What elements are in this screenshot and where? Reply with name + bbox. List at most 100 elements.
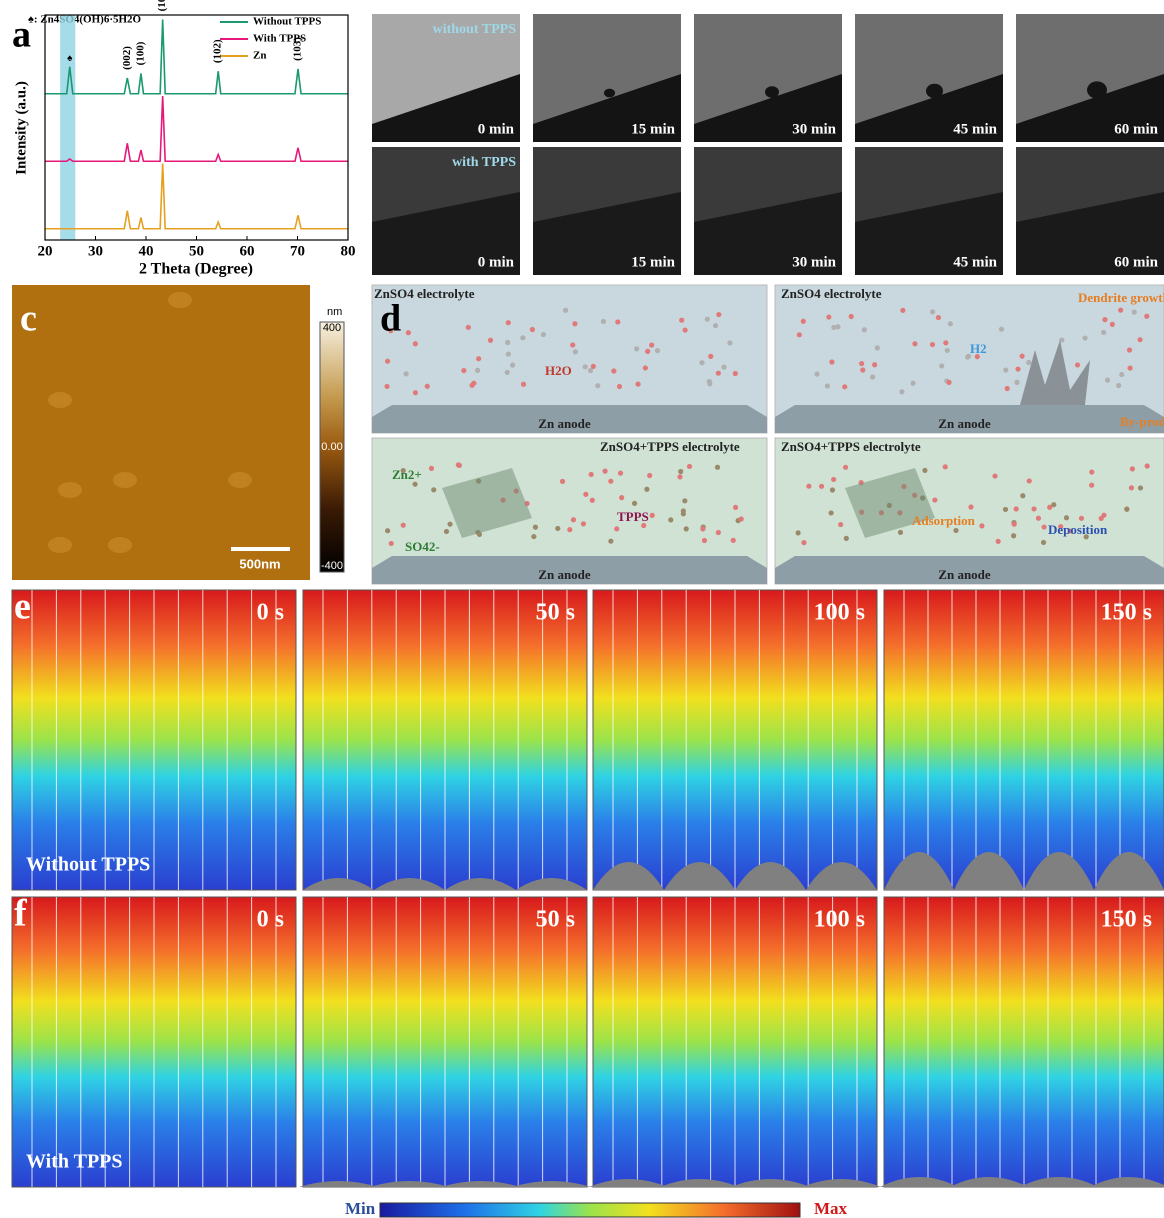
deposit (1094, 852, 1164, 890)
molecule (559, 478, 566, 484)
molecule (590, 363, 596, 369)
row-label: without TPPS (433, 22, 517, 37)
molecule (1058, 523, 1064, 530)
molecule (531, 533, 537, 540)
molecule (644, 486, 650, 492)
time-label: 0 min (478, 254, 515, 270)
optical-image (694, 147, 842, 275)
molecule (860, 367, 866, 373)
molecule (824, 383, 830, 389)
image-electrode (855, 192, 1003, 275)
molecule (801, 540, 807, 546)
molecule (587, 367, 594, 374)
x-tick-label: 80 (341, 243, 356, 259)
afm-bg (12, 285, 310, 580)
molecule (1040, 539, 1047, 546)
deposit (299, 1181, 378, 1187)
molecule (1059, 337, 1065, 343)
molecule (831, 324, 837, 331)
molecule (631, 500, 638, 506)
x-axis-label: 2 Theta (Degree) (139, 261, 253, 278)
time-label: 0 s (257, 907, 284, 933)
deposit (1024, 852, 1094, 890)
molecule (1015, 366, 1021, 372)
molecule (974, 354, 980, 360)
molecule (1020, 493, 1026, 499)
molecule (532, 524, 539, 530)
molecule (679, 317, 685, 323)
time-label: 60 min (1114, 254, 1158, 270)
optical-image (372, 147, 520, 275)
line-series (45, 163, 348, 230)
molecule (900, 307, 906, 313)
molecule (572, 321, 578, 327)
molecule (1116, 382, 1122, 389)
molecule (400, 467, 406, 474)
molecule (700, 526, 706, 532)
image-electrode (372, 192, 520, 275)
deposit (731, 1179, 810, 1187)
molecule (842, 384, 848, 390)
legend-label: Without TPPS (253, 16, 321, 28)
molecule (861, 327, 867, 333)
time-label: 50 s (536, 907, 575, 933)
molecule (680, 511, 686, 517)
molecule (1126, 347, 1133, 353)
molecule (1004, 385, 1010, 392)
molecule (998, 326, 1005, 332)
molecule (939, 363, 945, 369)
molecule (1124, 506, 1130, 512)
molecule (818, 483, 825, 489)
molecule (910, 380, 916, 386)
molecule (721, 364, 727, 370)
x-tick-label: 60 (240, 243, 255, 259)
molecule (570, 517, 577, 523)
molecule (843, 535, 849, 541)
anode-label: Zn anode (938, 416, 991, 431)
time-label: 150 s (1101, 907, 1152, 933)
molecule (1129, 466, 1135, 472)
time-label: 0 min (478, 121, 515, 137)
molecule (831, 476, 837, 483)
image-electrode (855, 74, 1003, 142)
molecule (796, 332, 802, 338)
schematic-label: Adsorption (912, 513, 976, 528)
colorbar-unit: nm (327, 306, 342, 318)
row-label: Without TPPS (26, 854, 150, 876)
dendrite (604, 88, 615, 98)
time-label: 100 s (814, 600, 865, 626)
molecule (412, 341, 418, 347)
molecule (806, 483, 812, 489)
schematic-label: H2 (970, 341, 987, 356)
tpps-molecule (845, 468, 935, 538)
molecule (1031, 506, 1037, 512)
molecule (953, 527, 959, 534)
colorbar-tick: -400 (321, 560, 343, 572)
legend-label: With TPPS (253, 33, 306, 45)
molecule (935, 314, 942, 321)
colorbar (379, 1202, 801, 1218)
y-axis-label: Intensity (a.u.) (13, 81, 29, 175)
molecule (704, 316, 710, 322)
molecule (706, 378, 712, 385)
molecule (388, 540, 394, 547)
molecule (842, 464, 849, 470)
deposit (512, 1181, 591, 1187)
molecule (617, 470, 624, 476)
molecule (677, 474, 683, 480)
schematic-label: H2O (545, 363, 572, 378)
molecule (649, 512, 655, 518)
molecule (874, 345, 880, 351)
molecule (1003, 367, 1009, 373)
plot-frame (44, 14, 349, 241)
panel-label: d (380, 298, 401, 340)
zn-anode (372, 405, 767, 433)
molecule (1019, 353, 1025, 359)
molecule (615, 319, 621, 325)
molecule (1118, 307, 1124, 313)
schematic-label: Deposition (1048, 522, 1108, 537)
tpps-molecule (442, 468, 532, 538)
molecule (1119, 371, 1125, 378)
molecule (943, 340, 949, 346)
molecule (600, 318, 607, 325)
